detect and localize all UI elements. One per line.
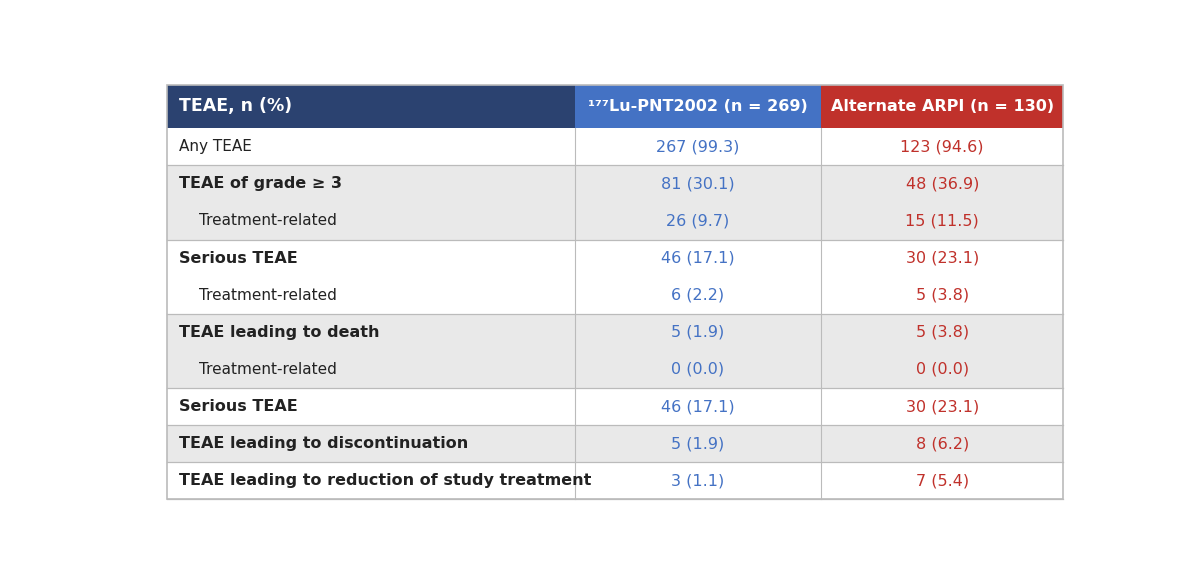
- Bar: [167, 165, 1063, 240]
- Text: 81 (30.1): 81 (30.1): [661, 176, 734, 191]
- Text: 123 (94.6): 123 (94.6): [900, 139, 984, 154]
- Text: Alternate ARPI (n = 130): Alternate ARPI (n = 130): [830, 99, 1054, 114]
- Bar: [167, 128, 1063, 165]
- Text: 3 (1.1): 3 (1.1): [671, 473, 725, 488]
- Text: 0 (0.0): 0 (0.0): [916, 362, 968, 377]
- Bar: [167, 462, 1063, 499]
- Text: 15 (11.5): 15 (11.5): [905, 214, 979, 229]
- Text: 8 (6.2): 8 (6.2): [916, 436, 968, 451]
- Text: 5 (3.8): 5 (3.8): [916, 287, 968, 303]
- Text: Any TEAE: Any TEAE: [179, 139, 252, 154]
- Bar: [167, 314, 1063, 388]
- Text: TEAE, n (%): TEAE, n (%): [179, 97, 292, 115]
- Text: 46 (17.1): 46 (17.1): [661, 251, 734, 266]
- Text: 5 (1.9): 5 (1.9): [671, 325, 725, 340]
- Text: 7 (5.4): 7 (5.4): [916, 473, 968, 488]
- Text: 5 (3.8): 5 (3.8): [916, 325, 968, 340]
- Text: 267 (99.3): 267 (99.3): [656, 139, 739, 154]
- Text: 30 (23.1): 30 (23.1): [906, 399, 979, 414]
- Bar: [167, 388, 1063, 425]
- Text: 46 (17.1): 46 (17.1): [661, 399, 734, 414]
- Text: Serious TEAE: Serious TEAE: [179, 399, 298, 414]
- Text: 26 (9.7): 26 (9.7): [666, 214, 730, 229]
- Text: Treatment-related: Treatment-related: [199, 287, 337, 303]
- Bar: [167, 85, 575, 128]
- Bar: [167, 240, 1063, 314]
- Text: Treatment-related: Treatment-related: [199, 362, 337, 377]
- Text: TEAE leading to reduction of study treatment: TEAE leading to reduction of study treat…: [179, 473, 592, 488]
- Text: 30 (23.1): 30 (23.1): [906, 251, 979, 266]
- Text: TEAE leading to death: TEAE leading to death: [179, 325, 379, 340]
- Text: Treatment-related: Treatment-related: [199, 214, 337, 229]
- Text: Serious TEAE: Serious TEAE: [179, 251, 298, 266]
- Text: 5 (1.9): 5 (1.9): [671, 436, 725, 451]
- Text: 48 (36.9): 48 (36.9): [906, 176, 979, 191]
- Text: 0 (0.0): 0 (0.0): [671, 362, 725, 377]
- Bar: [821, 85, 1063, 128]
- Bar: [575, 85, 821, 128]
- Text: TEAE leading to discontinuation: TEAE leading to discontinuation: [179, 436, 468, 451]
- Text: 6 (2.2): 6 (2.2): [671, 287, 725, 303]
- Bar: [167, 425, 1063, 462]
- Text: TEAE of grade ≥ 3: TEAE of grade ≥ 3: [179, 176, 342, 191]
- Text: ¹⁷⁷Lu-PNT2002 (n = 269): ¹⁷⁷Lu-PNT2002 (n = 269): [588, 99, 808, 114]
